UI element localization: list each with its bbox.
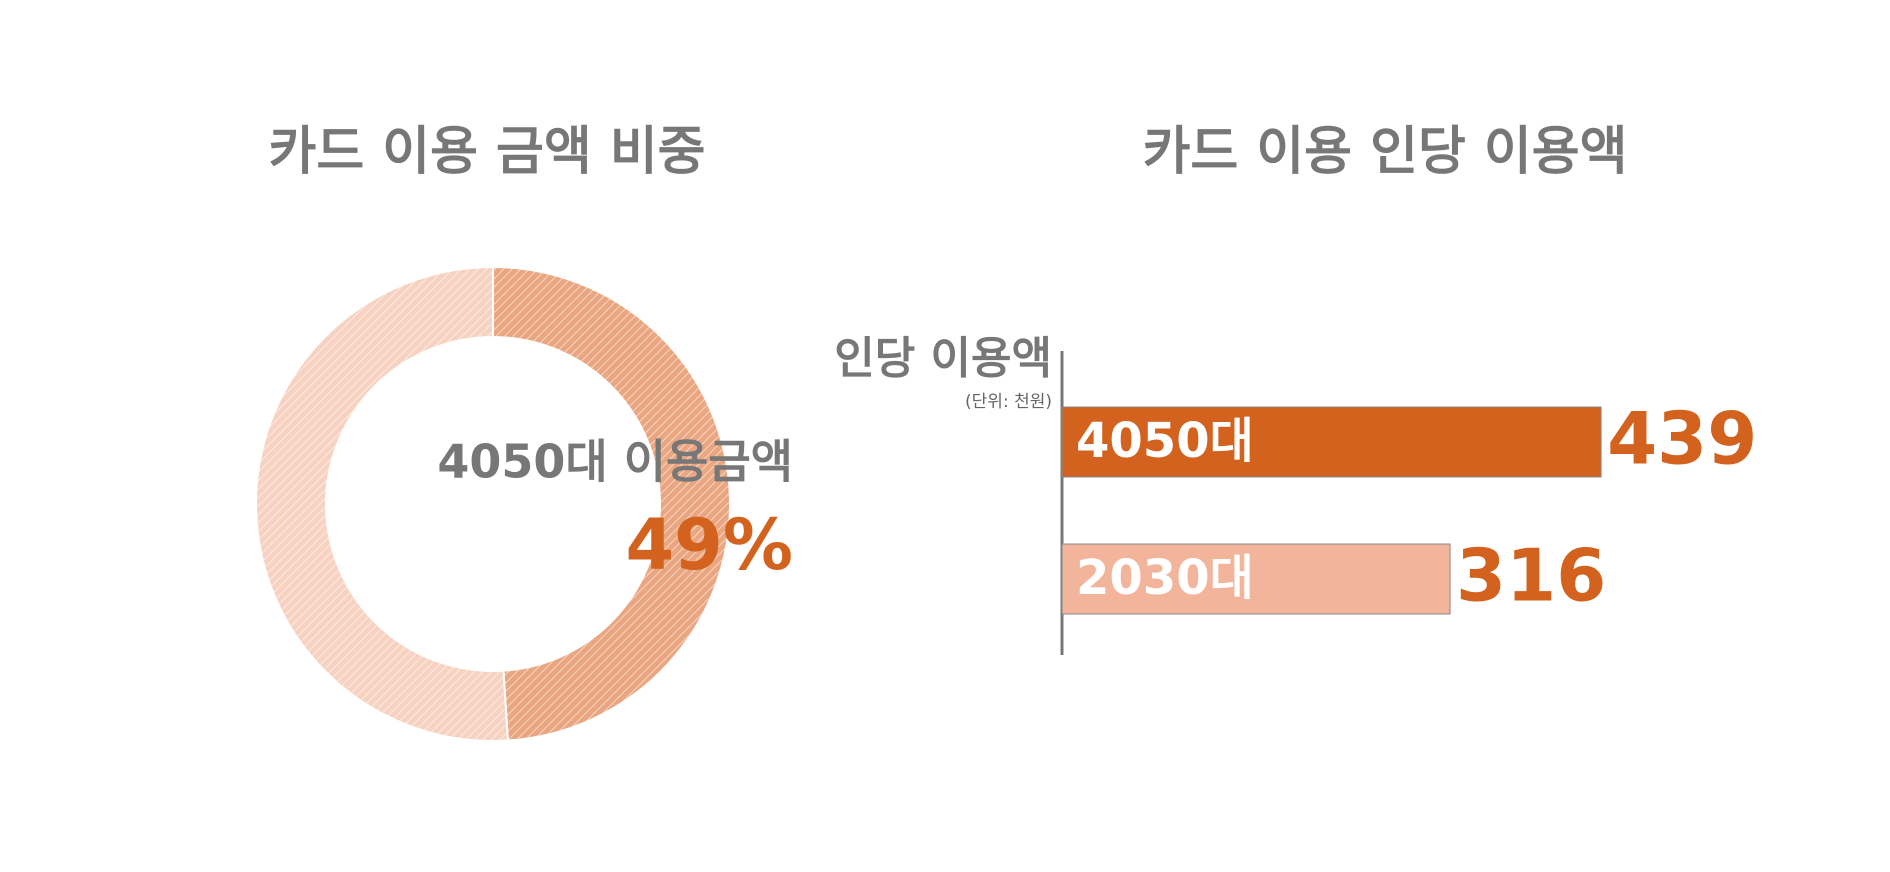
slice-hatch — [493, 267, 730, 741]
value-label: 316 — [1456, 534, 1606, 618]
value-label: 439 — [1607, 397, 1757, 481]
bar-title: 카드 이용 인당 이용액 — [1143, 122, 1628, 182]
value-label: 49% — [625, 504, 793, 586]
center-label: 4050대 이용금액 — [437, 435, 793, 489]
bar — [1061, 543, 1451, 615]
category-label: 4050대 — [1076, 413, 1254, 469]
bar — [1061, 406, 1602, 478]
unit-label: (단위: 천원) — [965, 392, 1052, 412]
slice-hatch — [255, 267, 508, 741]
category-label: 2030대 — [1076, 550, 1254, 606]
pie-title: 카드 이용 금액 비중 — [268, 122, 705, 182]
axis-label: 인당 이용액 — [834, 333, 1052, 384]
